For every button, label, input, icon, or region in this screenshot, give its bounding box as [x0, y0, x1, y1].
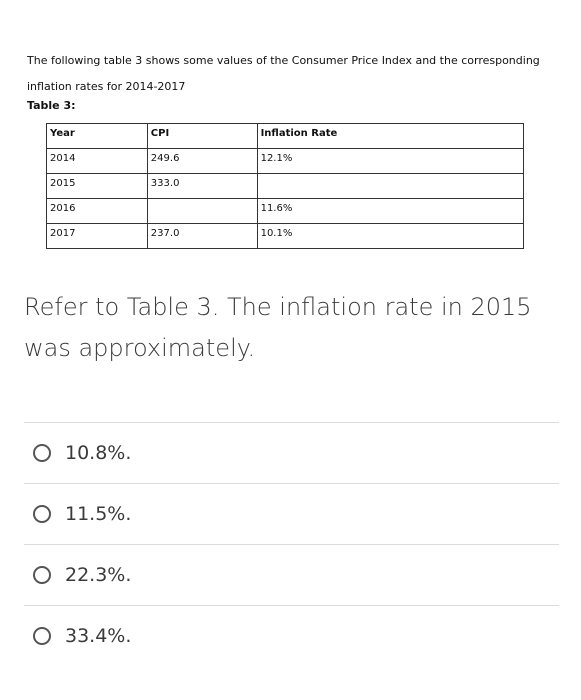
cell-year: 2014 [46, 148, 148, 174]
table-row: 2016 11.6% [46, 198, 525, 224]
header-cpi: CPI [146, 123, 258, 149]
intro-line-2: inflation rates for 2014-2017 [27, 80, 186, 93]
intro-text: The following table 3 shows some values … [27, 48, 557, 100]
option-label: 10.8%. [65, 442, 132, 464]
radio-circle-icon[interactable] [33, 566, 51, 584]
header-year: Year [46, 123, 148, 149]
cell-cpi: 249.6 [146, 148, 258, 174]
radio-circle-icon[interactable] [33, 505, 51, 523]
header-inflation-rate: Inflation Rate [256, 123, 525, 149]
option-1[interactable]: 10.8%. [24, 422, 559, 483]
table-label: Table 3: [27, 99, 76, 112]
answer-options: 10.8%. 11.5%. 22.3%. 33.4%. [24, 422, 559, 666]
table-row: 2017 237.0 10.1% [46, 223, 525, 249]
option-4[interactable]: 33.4%. [24, 605, 559, 666]
cell-year: 2015 [46, 173, 148, 199]
cell-cpi: 333.0 [146, 173, 258, 199]
cell-inflation-rate: 10.1% [256, 223, 525, 249]
cell-year: 2017 [46, 223, 148, 249]
cell-inflation-rate: 11.6% [256, 198, 525, 224]
table-row: 2015 333.0 [46, 173, 525, 199]
radio-circle-icon[interactable] [33, 444, 51, 462]
cell-cpi: 237.0 [146, 223, 258, 249]
question-text: Refer to Table 3. The inflation rate in … [24, 293, 532, 362]
cell-cpi [146, 198, 258, 224]
cell-inflation-rate [256, 173, 525, 199]
intro-line-1: The following table 3 shows some values … [27, 54, 540, 67]
cell-year: 2016 [46, 198, 148, 224]
option-label: 33.4%. [65, 625, 132, 647]
table-row: 2014 249.6 12.1% [46, 148, 525, 174]
option-label: 11.5%. [65, 503, 132, 525]
option-2[interactable]: 11.5%. [24, 483, 559, 544]
option-label: 22.3%. [65, 564, 132, 586]
radio-circle-icon[interactable] [33, 627, 51, 645]
option-3[interactable]: 22.3%. [24, 544, 559, 605]
cpi-table: Year CPI Inflation Rate 2014 249.6 12.1%… [46, 123, 525, 249]
cell-inflation-rate: 12.1% [256, 148, 525, 174]
table-header-row: Year CPI Inflation Rate [46, 123, 525, 149]
